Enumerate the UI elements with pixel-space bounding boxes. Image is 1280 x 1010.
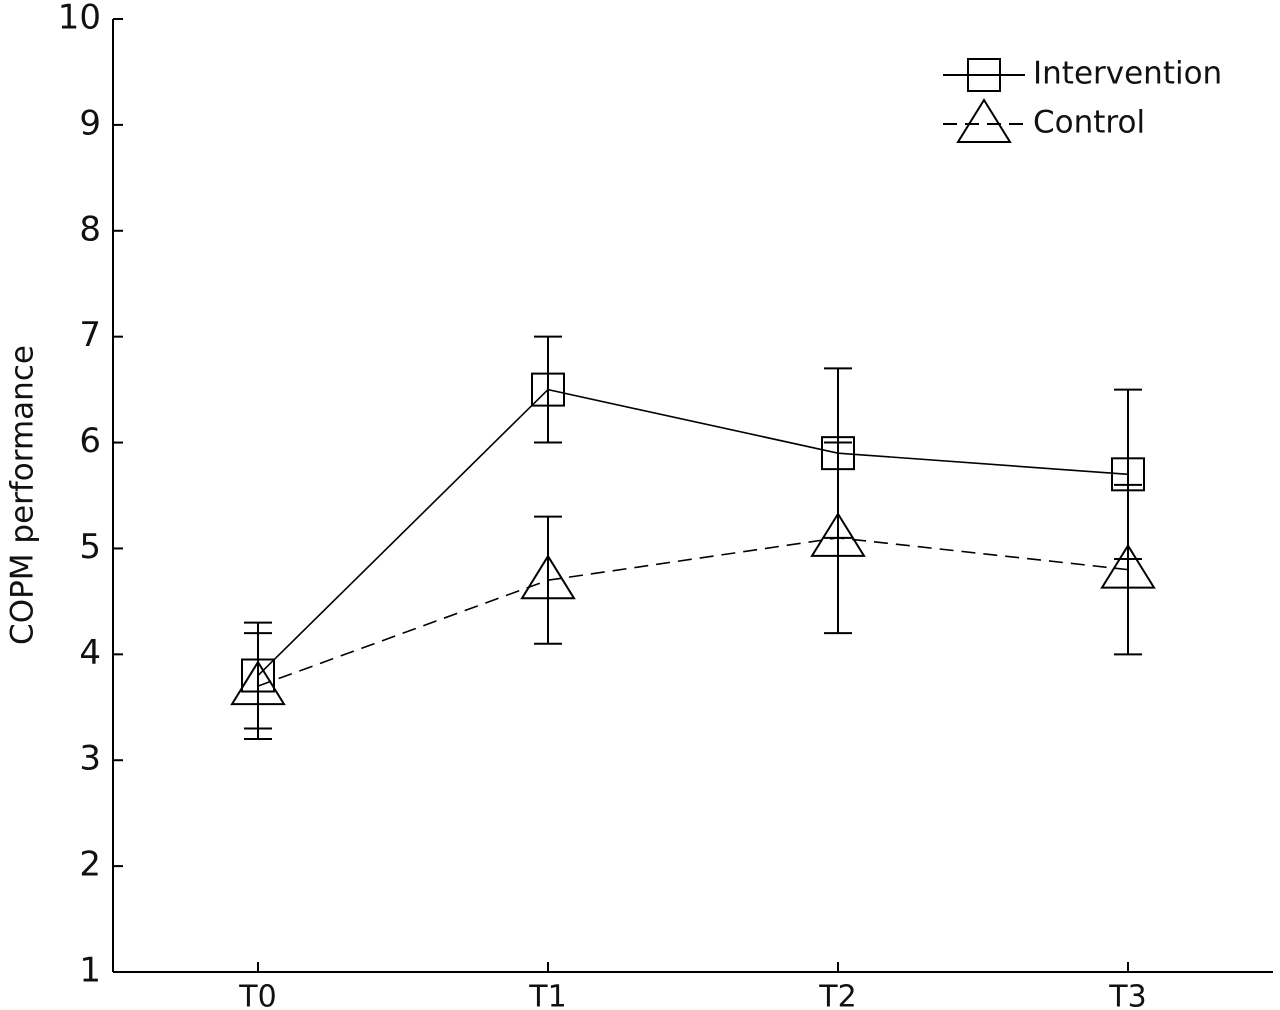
y-tick-label: 9 — [79, 103, 101, 143]
marker — [810, 511, 866, 557]
y-tick-label: 1 — [79, 951, 101, 991]
x-tick-label: T3 — [1108, 980, 1146, 1010]
y-tick-label: 5 — [79, 527, 101, 567]
series-line — [257, 537, 1129, 687]
series-line — [257, 388, 1129, 677]
y-tick-label: 8 — [79, 209, 101, 249]
marker — [967, 58, 1001, 92]
marker — [531, 372, 565, 407]
marker — [520, 554, 576, 600]
y-tick-label: 2 — [79, 845, 101, 885]
y-tick-label: 7 — [79, 315, 101, 355]
y-tick-label: 10 — [58, 0, 101, 38]
error-bar — [534, 515, 562, 645]
error-bar — [244, 632, 272, 741]
error-bar — [1114, 483, 1142, 656]
marker — [230, 660, 286, 706]
marker — [956, 98, 1012, 143]
marker — [1100, 543, 1156, 589]
y-axis-label: COPM performance — [5, 345, 41, 645]
y-tick-label: 6 — [79, 421, 101, 461]
legend-label: Control — [1033, 105, 1145, 141]
y-tick-label: 4 — [79, 633, 101, 673]
error-bar — [824, 441, 852, 635]
y-tick-label: 3 — [79, 739, 101, 779]
x-tick-label: T1 — [528, 980, 566, 1010]
legend-label: Intervention — [1033, 56, 1222, 92]
error-bar — [534, 335, 562, 444]
x-tick-label: T0 — [238, 980, 276, 1010]
x-tick-label: T2 — [818, 980, 856, 1010]
